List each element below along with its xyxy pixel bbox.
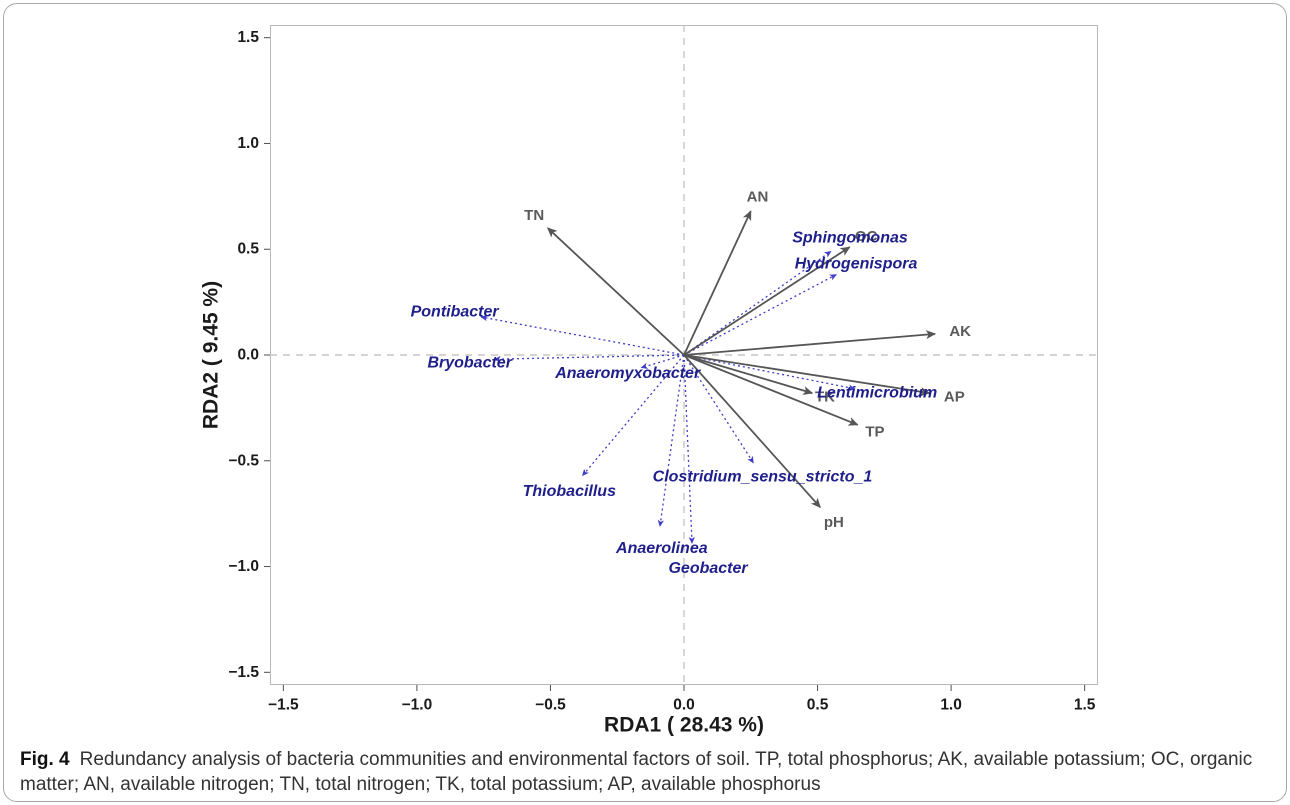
biplot-labels: TN AN OC AK AP TK TP pH Sphingomonas Hydrogenispo… — [411, 188, 972, 577]
x-tick-label: −1.0 — [402, 697, 433, 714]
factor-label: pH — [824, 514, 844, 531]
factor-arrow — [683, 354, 821, 509]
y-tick-label: −1.0 — [228, 558, 259, 575]
figure-frame — [3, 3, 1287, 802]
factor-arrow — [683, 330, 937, 356]
taxon-label: Hydrogenispora — [795, 256, 918, 273]
x-tick-label: 0.0 — [673, 697, 695, 714]
factor-label: OC — [855, 228, 878, 245]
rda-biplot: TN AN OC AK AP TK TP pH Sphingomonas Hydrogenispo… — [200, 25, 1098, 737]
y-tick-label: 1.5 — [237, 29, 259, 46]
x-tick-label: −0.5 — [535, 697, 566, 714]
taxon-arrow — [683, 274, 837, 356]
taxon-label: Lentimicrobium — [817, 385, 937, 402]
y-tick-label: 0.5 — [237, 241, 259, 258]
factor-label: AP — [944, 388, 965, 405]
factor-arrow — [683, 354, 814, 395]
factor-arrow — [683, 354, 931, 397]
taxon-label: Anaerolinea — [615, 540, 708, 557]
taxon-label: Pontibacter — [411, 303, 500, 320]
taxon-arrow — [683, 354, 695, 544]
factor-label: TP — [865, 423, 884, 440]
figure-caption: Fig. 4 Redundancy analysis of bacteria co… — [20, 747, 1282, 799]
biplot-arrows — [480, 210, 937, 544]
factor-label: AN — [747, 188, 769, 205]
taxon-label: Clostridium_sensu_stricto_1 — [653, 468, 873, 485]
factor-arrow — [683, 354, 859, 426]
taxon-label: Sphingomonas — [792, 229, 908, 246]
taxon-arrow — [657, 354, 685, 528]
taxon-label: Anaeromyxobacter — [554, 365, 701, 382]
factor-label: TN — [524, 207, 544, 224]
x-tick-label: 1.0 — [940, 697, 962, 714]
figure-label: Fig. 4 — [20, 749, 70, 770]
x-tick-label: 1.5 — [1074, 697, 1096, 714]
x-tick-label: 0.5 — [807, 697, 829, 714]
taxon-label: Bryobacter — [427, 354, 512, 371]
factor-arrow — [683, 210, 752, 356]
factor-arrow — [683, 246, 851, 356]
factor-label: AK — [949, 323, 971, 340]
x-tick-label: −1.5 — [268, 697, 299, 714]
y-tick-label: −0.5 — [228, 452, 259, 469]
taxon-arrow — [582, 354, 685, 477]
y-tick-label: −1.5 — [228, 664, 259, 681]
taxon-arrow — [683, 354, 754, 464]
figure-caption-text: Redundancy analysis of bacteria communit… — [20, 749, 1253, 795]
taxon-arrow — [683, 354, 856, 391]
taxon-label: Thiobacillus — [523, 483, 616, 500]
y-tick-label: 1.0 — [237, 135, 259, 152]
taxon-label: Geobacter — [668, 560, 748, 577]
factor-label: TK — [815, 388, 835, 405]
axes: −1.5 −1.0 −0.5 0.0 0.5 1.0 1.5 −1.5 −1.0 −0.5 0.0 0… — [228, 29, 1095, 713]
y-tick-label: 0.0 — [237, 347, 259, 364]
y-axis-title: RDA2 ( 9.45 %) — [200, 281, 223, 429]
taxon-arrow — [493, 354, 685, 363]
factor-arrow — [547, 227, 685, 356]
x-axis-title: RDA1 ( 28.43 %) — [604, 714, 764, 737]
